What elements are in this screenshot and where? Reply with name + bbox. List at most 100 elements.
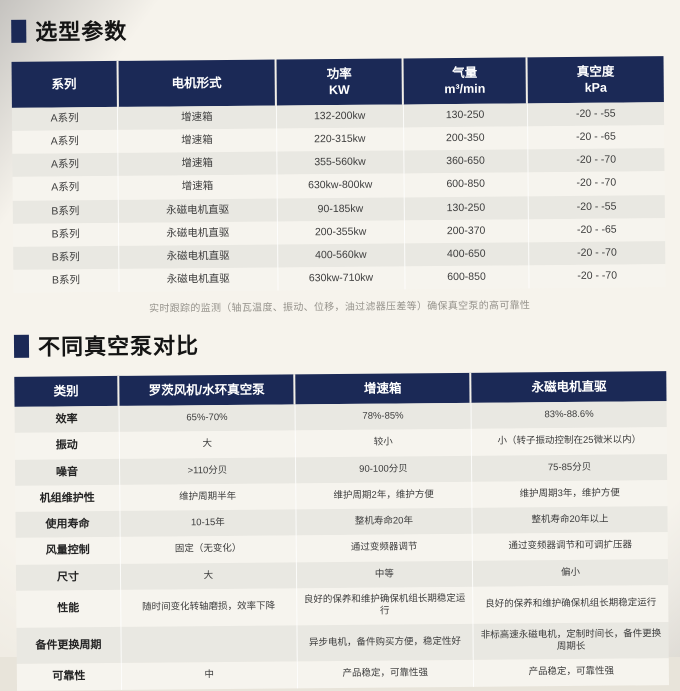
table-cell: 400-560kw [277,243,405,268]
table-cell: 220-315kw [276,127,404,152]
row-label: B系列 [12,199,119,224]
column-header: 功率 KW [275,58,404,106]
table-cell: -20 - -55 [527,194,665,219]
row-label: 效率 [14,405,120,434]
row-label: B系列 [13,268,120,293]
table-cell: -20 - -65 [527,125,665,150]
table-cell: 65%-70% [118,404,296,433]
column-header: 气量 m³/min [402,57,527,105]
table-cell: -20 - -70 [527,148,665,173]
table-cell: 较小 [295,429,472,457]
table-cell: 维护周期2年，维护方便 [295,481,472,510]
table-cell: 非标高速永磁电机，定制时间长，备件更换周期长 [472,621,669,661]
table-cell: 132-200kw [275,104,404,129]
table-cell: 随时间变化转轴磨损，效率下降 [120,588,297,627]
table-cell: -20 - -70 [528,240,666,266]
table-cell: 产品稳定，可靠性强 [297,660,474,689]
table-cell: 中等 [296,560,473,589]
row-label: A系列 [12,176,119,201]
selection-parameters-table: 系列 电机形式 功率 KW 气量 m³/min 真空度 kPa A系列 增速箱 132-20… [11,56,666,293]
row-label: 性能 [16,590,121,628]
table-cell: 355-560kw [276,150,404,175]
table-cell: 永磁电机直驱 [118,221,278,246]
section-header-comparison: 不同真空泵对比 [13,324,666,362]
row-label: 可靠性 [16,663,122,691]
table-cell: 增速箱 [118,174,277,200]
table-cell: 630kw-710kw [277,266,405,291]
table-cell: 130-250 [403,195,528,221]
table-cell: 偏小 [472,558,669,587]
table-cell: 90-185kw [276,196,405,222]
table-cell [120,625,298,664]
table-cell: 永磁电机直驱 [118,244,278,269]
table-header-row: 系列 电机形式 功率 KW 气量 m³/min 真空度 kPa [11,56,664,108]
section-title-pump-comparison: 不同真空泵对比 [37,333,200,360]
table-cell: -20 - -65 [527,217,666,243]
table-cell: 75-85分贝 [471,453,668,482]
table-cell: 200-355kw [276,220,405,245]
pump-comparison-table: 类别 罗茨风机/水环真空泵 增速箱 永磁电机直驱 效率 65%-70% 78%-85% 83… [14,371,669,691]
table-cell: 130-250 [403,103,528,128]
row-label: 尺寸 [15,563,121,591]
table-cell: 维护周期半年 [119,483,296,512]
table-cell: 永磁电机直驱 [118,267,278,292]
row-label: 机组维护性 [15,484,120,513]
table-row: 可靠性中产品稳定，可靠性强 产品稳定，可靠性强 [16,658,669,691]
table-cell: 400-650 [404,242,529,267]
table-cell: 永磁电机直驱 [118,198,277,223]
table-cell: -20 - -55 [526,102,665,127]
row-label: A系列 [12,130,118,155]
table-cell: 600-850 [403,172,528,197]
table-row: 备件更换周期 异步电机，备件购买方便，稳定性好 非标高速永磁电机，定制时间长，备件更… [16,621,669,665]
row-label: A系列 [12,153,119,178]
table-cell: 大 [120,562,297,591]
table-cell: 小（转子振动控制在25微米以内） [471,427,667,456]
table-cell: 增速箱 [117,105,277,131]
column-header: 永磁电机直驱 [470,371,667,403]
column-header: 系列 [11,60,118,108]
table-cell: 360-650 [403,149,528,174]
row-label: B系列 [12,222,119,247]
table-cell: -20 - -70 [528,264,666,289]
row-label: 备件更换周期 [16,626,122,665]
table-cell: -20 - -70 [527,171,665,196]
table-cell: 中 [121,661,298,690]
table-cell: >110分贝 [119,456,296,485]
row-label: A系列 [11,106,118,131]
table-cell: 整机寿命20年以上 [471,506,668,535]
table-cell: 630kw-800kw [276,173,404,199]
section-title-selection-params: 选型参数 [35,18,128,45]
table-cell: 良好的保养和维护确保机组长期稳定运行 [296,586,473,626]
row-label: 使用寿命 [15,511,120,539]
table-cell: 固定（无变化） [119,535,297,564]
section-bullet-icon [11,19,27,43]
table-row: B系列 永磁电机直驱 630kw-710kw 600-850 -20 - -70 [13,264,666,293]
table-cell: 增速箱 [117,151,277,177]
reliability-note: 实时跟踪的监测（轴瓦温度、振动、位移，油过滤器压差等）确保真空泵的高可靠性 [149,300,531,315]
table-cell: 大 [119,430,296,459]
section-bullet-icon [13,334,30,358]
column-header: 电机形式 [117,59,276,107]
row-label: 风量控制 [15,537,121,565]
column-header: 真空度 kPa [526,56,664,104]
row-label: 噪音 [14,458,120,486]
table-cell: 78%-85% [294,402,472,431]
table-cell: 200-370 [404,218,529,244]
column-header: 类别 [14,375,119,407]
column-header: 罗茨风机/水环真空泵 [118,374,295,406]
table-cell: 维护周期3年，维护方便 [471,480,668,509]
table-cell: 10-15年 [119,509,297,538]
table-cell: 83%-88.6% [470,401,667,430]
table-cell: 产品稳定，可靠性强 [473,658,669,687]
row-label: 振动 [14,432,120,460]
table-cell: 通过变频器调节和可调扩压器 [472,532,668,561]
table-cell: 整机寿命20年 [295,508,473,536]
table-cell: 异步电机，备件购买方便，稳定性好 [296,623,474,662]
table-row: 性能 随时间变化转轴磨损，效率下降 良好的保养和维护确保机组长期稳定运行 良好的保养和… [16,585,669,628]
section-header-selection: 选型参数 [11,9,663,47]
table-cell: 良好的保养和维护确保机组长期稳定运行 [472,585,669,624]
table-cell: 200-350 [403,126,528,151]
table-cell: 通过变频器调节 [296,534,473,563]
table-cell: 600-850 [404,265,529,290]
